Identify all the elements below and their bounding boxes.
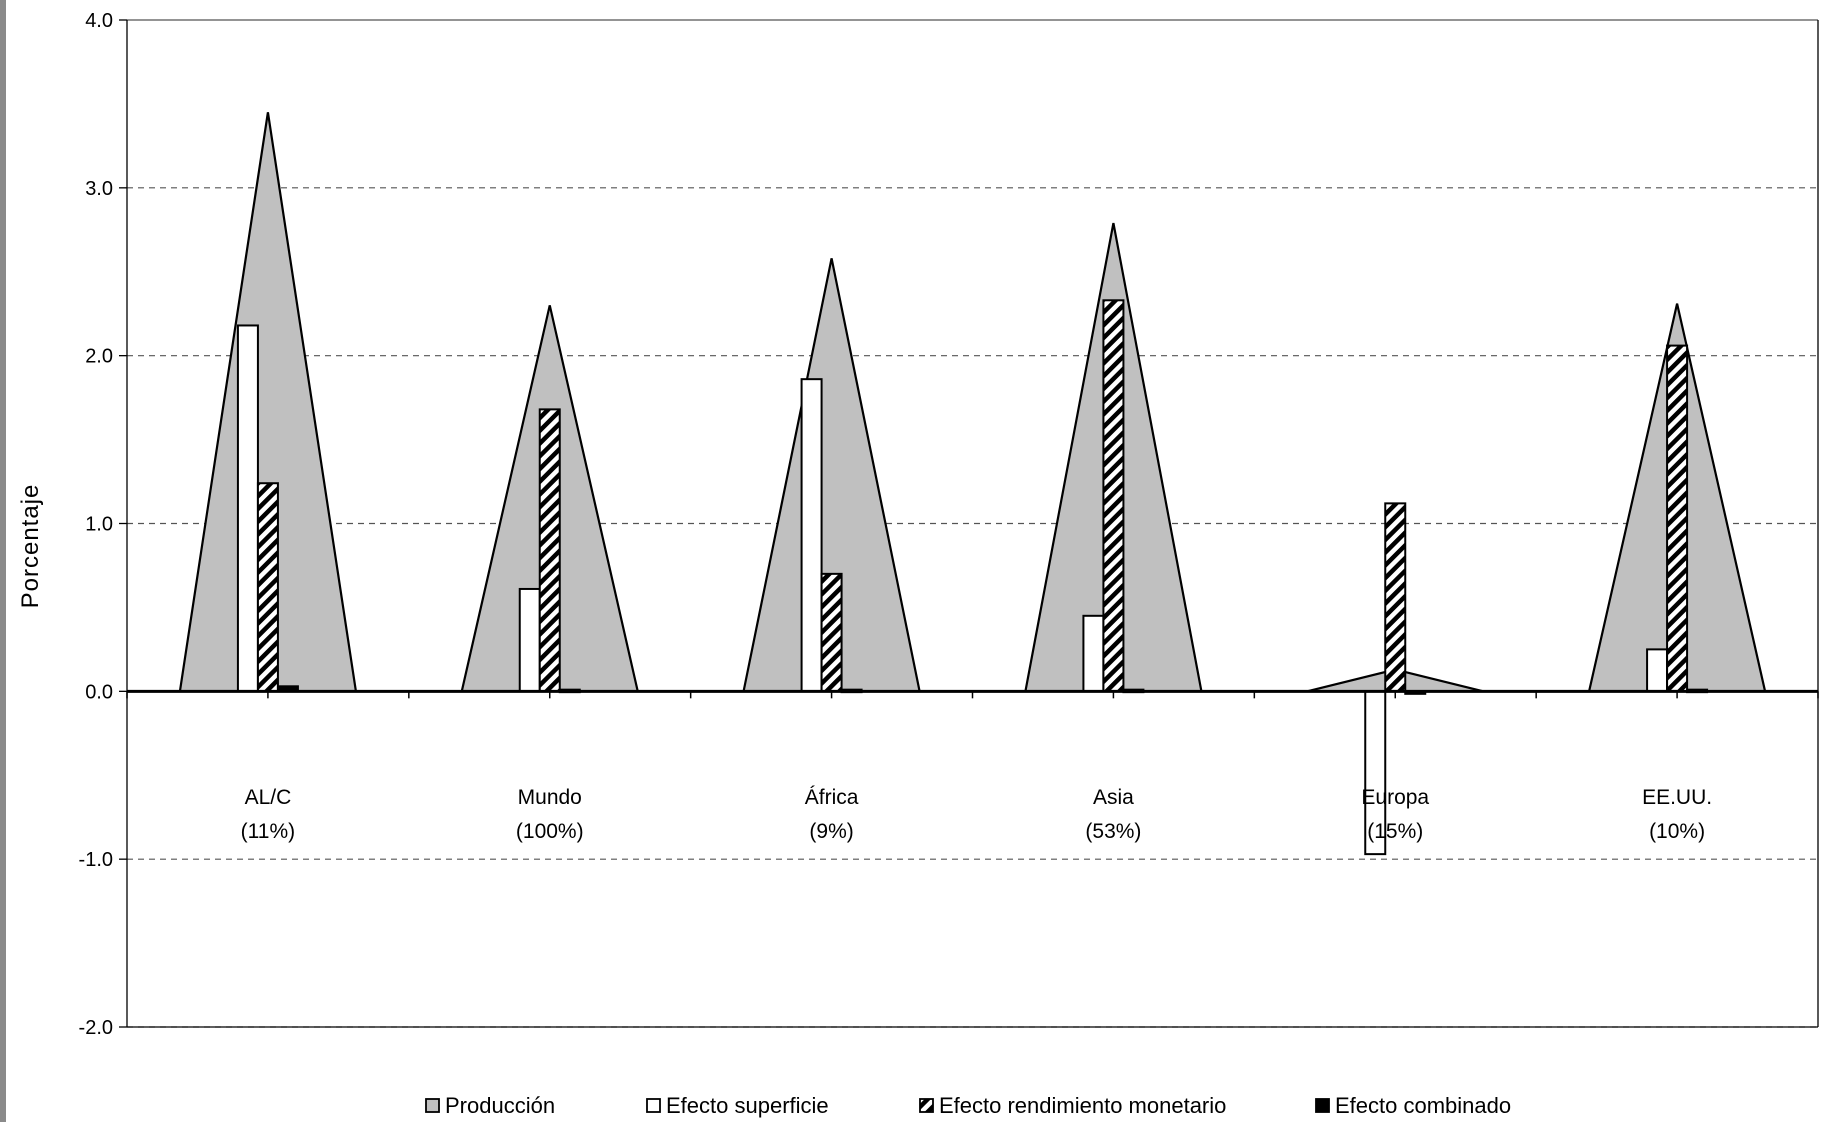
- category-share-label: (11%): [241, 820, 295, 843]
- legend-swatch: [1315, 1098, 1330, 1113]
- category-label: Asia: [1093, 786, 1134, 809]
- y-tick-label: 0.0: [85, 681, 113, 703]
- category-label: Mundo: [518, 786, 582, 809]
- legend: Producción Efecto superficie Efecto rendim…: [425, 1093, 1511, 1118]
- legend-swatch: [646, 1098, 661, 1113]
- y-axis-title: Porcentaje: [17, 484, 44, 609]
- superficie-bar: [236, 324, 259, 693]
- y-tick-label: -1.0: [79, 849, 113, 871]
- category-label: África: [805, 786, 859, 809]
- category-label: EE.UU.: [1642, 786, 1712, 809]
- legend-label: Efecto superficie: [666, 1093, 829, 1118]
- legend-swatch: [425, 1098, 440, 1113]
- window-edge: [0, 0, 6, 1122]
- superficie-bar: [1646, 648, 1669, 693]
- category-share-label: (15%): [1367, 820, 1423, 843]
- rendimiento-bar: [1102, 299, 1125, 693]
- y-tick-label: 1.0: [85, 514, 113, 536]
- superficie-bar: [1082, 614, 1105, 693]
- category-share-label: (100%): [516, 820, 584, 843]
- rendimiento-bar: [256, 482, 279, 693]
- category-share-label: (53%): [1085, 820, 1141, 843]
- rendimiento-bar: [1384, 502, 1407, 693]
- category-label: AL/C: [245, 786, 292, 809]
- y-tick-label: 3.0: [85, 178, 113, 200]
- category-share-label: (9%): [809, 820, 853, 843]
- legend-swatch: [919, 1098, 934, 1113]
- category-label: Europa: [1361, 786, 1429, 809]
- legend-label: Producción: [445, 1093, 555, 1118]
- rendimiento-bar: [1666, 344, 1689, 693]
- rendimiento-bar: [820, 572, 843, 693]
- y-tick-label: 4.0: [85, 10, 113, 32]
- superficie-bar: [800, 378, 823, 693]
- y-tick-label: -2.0: [79, 1017, 113, 1039]
- y-tick-label: 2.0: [85, 346, 113, 368]
- legend-label: Efecto rendimiento monetario: [939, 1093, 1226, 1118]
- legend-label: Efecto combinado: [1335, 1093, 1511, 1118]
- rendimiento-bar: [538, 408, 561, 693]
- category-share-label: (10%): [1649, 820, 1705, 843]
- superficie-bar: [518, 587, 541, 693]
